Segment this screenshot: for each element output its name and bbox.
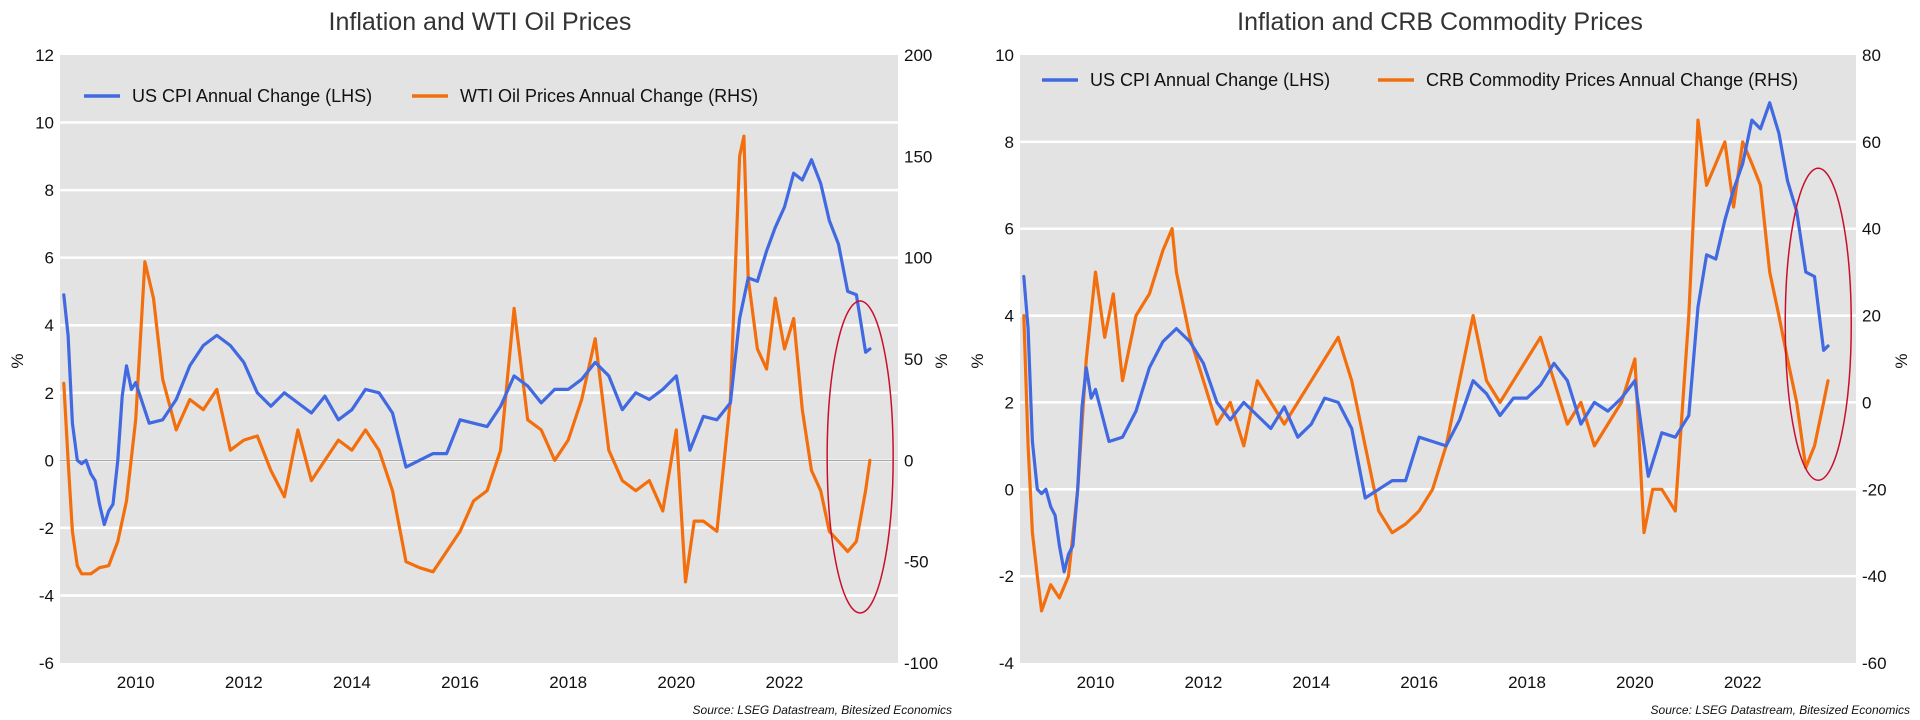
y-tick-right: 50 [904,350,923,369]
chart-crb-commodity: Inflation and CRB Commodity Prices -4-20… [968,8,1911,717]
y-tick-left: 4 [45,316,54,335]
chart-panel-crb: Inflation and CRB Commodity Prices -4 -2 0… [960,0,1920,720]
y-axis-label-left: % [968,353,987,368]
x-tick: 2010 [1077,673,1115,692]
x-tick: 2010 [117,673,155,692]
x-tick: 2022 [766,673,804,692]
highlight-ellipse [1784,167,1852,482]
y-tick-left: 0 [45,451,54,470]
series-line-cpi [62,158,872,527]
series-line-commodity [1022,118,1830,613]
y-tick-right: -60 [1862,654,1887,673]
y-tick-right: 0 [1862,393,1871,412]
y-tick-right: 80 [1862,46,1881,65]
plot-area [1020,55,1856,663]
highlight-ellipse [826,300,894,614]
y-tick-left: -4 [999,654,1014,673]
x-tick: 2020 [1616,673,1654,692]
x-tick: 2014 [1292,673,1330,692]
chart-wti-oil: Inflation and WTI Oil Prices -6 -4 -2 0 2 4 6 8… [8,8,952,717]
x-tick: 2018 [1508,673,1546,692]
y-tick-left: 8 [45,181,54,200]
series-line-cpi [1022,101,1830,574]
legend-label: US CPI Annual Change (LHS) [132,86,372,106]
y-tick-right: -40 [1862,567,1887,586]
y-tick-left: 6 [1005,220,1014,239]
y-tick-left: -4 [39,586,54,605]
y-tick-right: 20 [1862,307,1881,326]
x-tick: 2020 [657,673,695,692]
series-line-commodity [62,134,872,584]
y-tick-right: 100 [904,249,932,268]
y-tick-right: 0 [904,451,913,470]
y-tick-left: 10 [995,46,1014,65]
legend-label: US CPI Annual Change (LHS) [1090,70,1330,90]
y-tick-left: -2 [39,519,54,538]
source-note: Source: LSEG Datastream, Bitesized Econo… [693,703,952,717]
plot-area [60,55,898,663]
x-tick: 2014 [333,673,371,692]
y-tick-left: 10 [35,114,54,133]
legend-label: WTI Oil Prices Annual Change (RHS) [460,86,758,106]
x-tick: 2012 [225,673,263,692]
x-tick: 2018 [549,673,587,692]
y-axis-label-right: % [932,353,951,368]
chart-panel-wti: Inflation and WTI Oil Prices -6 -4 -2 0 2 4 6 8… [8,8,952,717]
chart-title: Inflation and WTI Oil Prices [329,8,632,36]
y-tick-right: -100 [904,654,938,673]
x-tick: 2016 [1400,673,1438,692]
y-tick-right: 200 [904,46,932,65]
y-axis-label-left: % [8,353,27,368]
y-tick-left: 8 [1005,133,1014,152]
chart-title: Inflation and CRB Commodity Prices [1237,8,1643,36]
x-tick: 2012 [1184,673,1222,692]
y-tick-left: 2 [1005,393,1014,412]
y-tick-left: 4 [1005,307,1014,326]
x-tick: 2022 [1724,673,1762,692]
y-tick-left: -2 [999,567,1014,586]
y-tick-left: 12 [35,46,54,65]
y-tick-left: -6 [39,654,54,673]
y-tick-right: 40 [1862,220,1881,239]
y-tick-right: -50 [904,553,929,572]
y-axis-label-right: % [1892,353,1911,368]
source-note: Source: LSEG Datastream, Bitesized Econo… [1651,703,1910,717]
y-tick-right: 60 [1862,133,1881,152]
y-tick-left: 2 [45,384,54,403]
y-tick-right: 150 [904,147,932,166]
y-tick-left: 0 [1005,480,1014,499]
x-tick: 2016 [441,673,479,692]
y-tick-right: -20 [1862,480,1887,499]
legend-label: CRB Commodity Prices Annual Change (RHS) [1426,70,1798,90]
y-tick-left: 6 [45,249,54,268]
